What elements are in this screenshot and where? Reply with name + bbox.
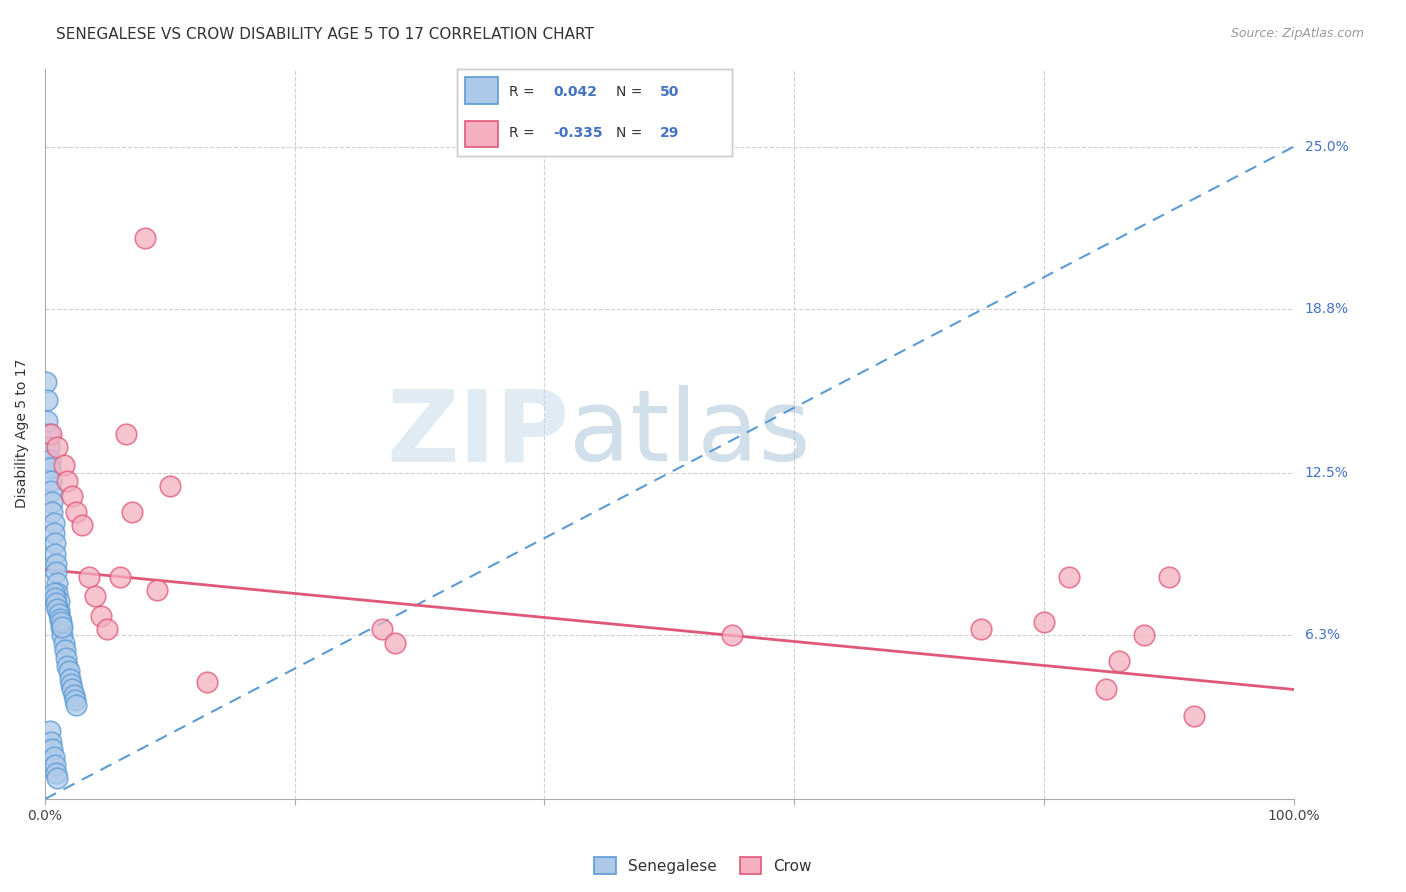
Point (46, 601, 69, 615)
Point (41, 742, 63, 756)
Point (39, 474, 62, 488)
Point (1108, 654, 1130, 668)
Point (38, 440, 60, 454)
Point (55, 651, 77, 665)
Point (53, 643, 76, 657)
Point (44, 547, 66, 561)
Point (1182, 708, 1205, 723)
Point (48, 594, 70, 608)
Point (46, 440, 69, 454)
Point (44, 536, 66, 550)
Point (51, 615, 73, 629)
Point (1095, 682, 1118, 697)
Point (970, 623, 993, 637)
Point (65, 698, 87, 713)
Point (77, 570, 100, 584)
Point (72, 518, 94, 533)
Point (62, 688, 84, 702)
Text: 18.8%: 18.8% (1305, 301, 1348, 316)
Point (62, 490, 84, 504)
Point (134, 231, 156, 245)
Text: 25.0%: 25.0% (1305, 140, 1348, 153)
Point (56, 474, 79, 488)
Point (65, 505, 87, 519)
Point (59, 672, 82, 686)
Point (56, 659, 79, 673)
Point (38, 426, 60, 441)
Point (90, 609, 112, 624)
Point (45, 558, 67, 572)
Y-axis label: Disability Age 5 to 17: Disability Age 5 to 17 (15, 359, 30, 508)
Point (41, 494, 63, 508)
Text: SENEGALESE VS CROW DISABILITY AGE 5 TO 17 CORRELATION CHART: SENEGALESE VS CROW DISABILITY AGE 5 TO 1… (56, 27, 595, 42)
Point (45, 565, 67, 579)
Point (42, 516, 65, 530)
Point (52, 635, 75, 649)
Point (42, 750, 65, 764)
Point (108, 570, 131, 584)
Point (37, 414, 59, 428)
Point (195, 674, 218, 689)
Point (37, 392, 59, 407)
Point (42, 586, 65, 600)
Point (121, 505, 143, 519)
Point (49, 612, 72, 626)
Point (44, 591, 66, 606)
Point (60, 677, 83, 691)
Point (48, 607, 70, 621)
Point (384, 635, 406, 649)
Point (146, 583, 169, 598)
Point (46, 586, 69, 600)
Point (720, 628, 742, 642)
Point (49, 612, 72, 626)
Point (39, 460, 62, 475)
Point (39, 426, 62, 441)
Point (42, 525, 65, 540)
Text: ZIP: ZIP (387, 385, 569, 483)
Point (48, 604, 70, 618)
Point (45, 596, 67, 610)
Point (45, 766, 67, 780)
Point (44, 758, 66, 772)
Point (35, 375, 58, 389)
Text: atlas: atlas (569, 385, 811, 483)
Point (46, 771, 69, 785)
Point (1157, 570, 1180, 584)
Point (58, 664, 80, 678)
Point (39, 734, 62, 748)
Point (51, 628, 73, 642)
Point (46, 575, 69, 590)
Point (39, 453, 62, 467)
Point (84, 589, 107, 603)
Point (41, 505, 63, 519)
Text: 6.3%: 6.3% (1305, 628, 1340, 641)
Point (96, 623, 118, 637)
Point (1032, 615, 1054, 629)
Point (39, 724, 62, 739)
Point (52, 458, 75, 472)
Text: 12.5%: 12.5% (1305, 466, 1348, 480)
Point (62, 682, 84, 697)
Point (1057, 570, 1080, 584)
Point (63, 693, 86, 707)
Legend: Senegalese, Crow: Senegalese, Crow (588, 851, 818, 880)
Point (371, 623, 394, 637)
Point (115, 426, 138, 441)
Point (159, 479, 181, 493)
Text: Source: ZipAtlas.com: Source: ZipAtlas.com (1230, 27, 1364, 40)
Point (1132, 628, 1154, 642)
Point (51, 620, 73, 634)
Point (39, 484, 62, 499)
Point (51, 620, 73, 634)
